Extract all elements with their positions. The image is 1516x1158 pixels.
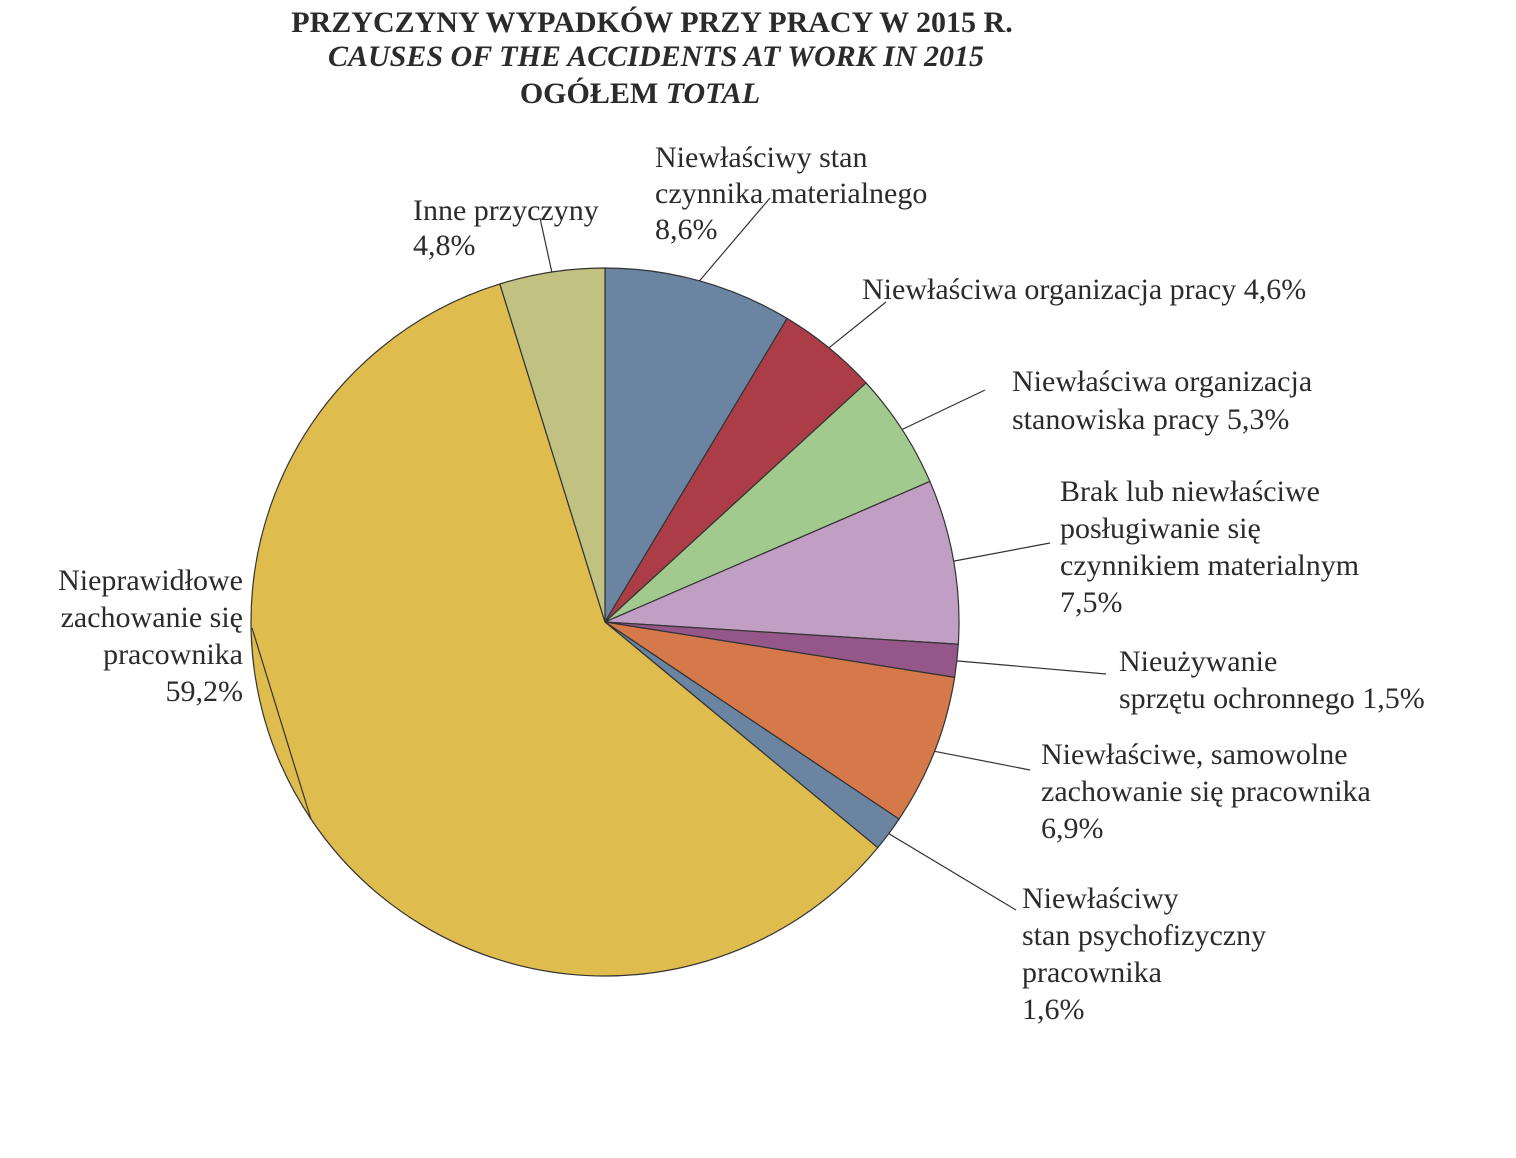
slice-label: Niewłaściwy stan czynnika materialnego 8,6… [655,141,927,246]
pie-slices [250,267,960,977]
slice-label-line: Nieprawidłowe [58,564,243,597]
slice-label: Nieprawidłowe zachowanie się pracownika 59,… [58,564,243,708]
leader-line [901,389,986,431]
leader-line [888,833,1017,911]
leader-line [539,217,553,273]
slice-label-line: 59,2% [166,675,244,708]
leader-lines [251,197,1107,911]
slice-label-line: pracownika [1022,956,1162,989]
leader-line [934,750,1031,771]
slice-label-line: Nieużywanie [1119,645,1277,678]
total-label-en: TOTAL [666,77,760,110]
chart-subtitle: CAUSES OF THE ACCIDENTS AT WORK IN 2015 [328,40,984,73]
leader-line [251,627,312,820]
slice-label-line: 4,8% [413,229,476,262]
slice-label-line: posługiwanie się [1060,512,1261,545]
leader-line [828,301,887,349]
slice-label-line: 7,5% [1060,586,1123,619]
slice-label: Niewłaściwa organizacja stanowiska pracy … [1012,365,1312,436]
slice-label-line: Brak lub niewłaściwe [1060,475,1320,508]
chart-title: PRZYCZYNY WYPADKÓW PRZY PRACY W 2015 R. [291,6,1012,39]
slice-label-line: czynnika materialnego [655,177,927,210]
slice-label-line: 6,9% [1041,812,1104,845]
slice-label: Brak lub niewłaściwe posługiwanie się czyn… [1060,475,1359,619]
slice-label: Inne przyczyny 4,8% [413,194,599,262]
slice-label-line: Inne przyczyny [413,194,599,227]
pie-slice [250,283,879,977]
slice-label: Niewłaściwe, samowolne zachowanie się pra… [1041,738,1371,845]
slice-labels: Niewłaściwy stan czynnika materialnego 8,6… [58,141,1425,1026]
pie-slice [499,267,606,623]
leader-line [953,542,1051,562]
slice-label: Nieużywanie sprzętu ochronnego 1,5% [1119,645,1425,715]
slice-label-line: 1,6% [1022,993,1085,1026]
slice-label-line: pracownika [103,638,243,671]
slice-label-line: Niewłaściwe, samowolne [1041,738,1348,771]
slice-label-line: 8,6% [655,213,718,246]
slice-label-line: sprzętu ochronnego 1,5% [1119,682,1425,715]
pie-slice [604,267,788,625]
slice-label-line: zachowanie się [61,601,243,634]
chart-total-label: OGÓŁEM TOTAL [520,77,760,110]
total-label-pl: OGÓŁEM [520,77,658,110]
slice-label-line: czynnikiem materialnym [1060,549,1359,582]
leader-line [699,197,771,282]
leader-line [956,660,1107,675]
slice-label-line: Niewłaściwa organizacja pracy 4,6% [862,273,1306,306]
slice-label-line: stan psychofizyczny [1022,919,1266,952]
slice-label-line: zachowanie się pracownika [1041,775,1371,808]
pie-slice [604,480,960,645]
slice-label: Niewłaściwa organizacja pracy 4,6% [862,273,1306,306]
slice-label-line: stanowiska pracy 5,3% [1012,403,1289,436]
slice-label-line: Niewłaściwy stan [655,141,867,174]
slice-label: Niewłaściwy stan psychofizyczny pracownika… [1022,882,1266,1026]
slice-label-line: Niewłaściwy [1022,882,1179,915]
slice-label-line: Niewłaściwa organizacja [1012,365,1312,398]
